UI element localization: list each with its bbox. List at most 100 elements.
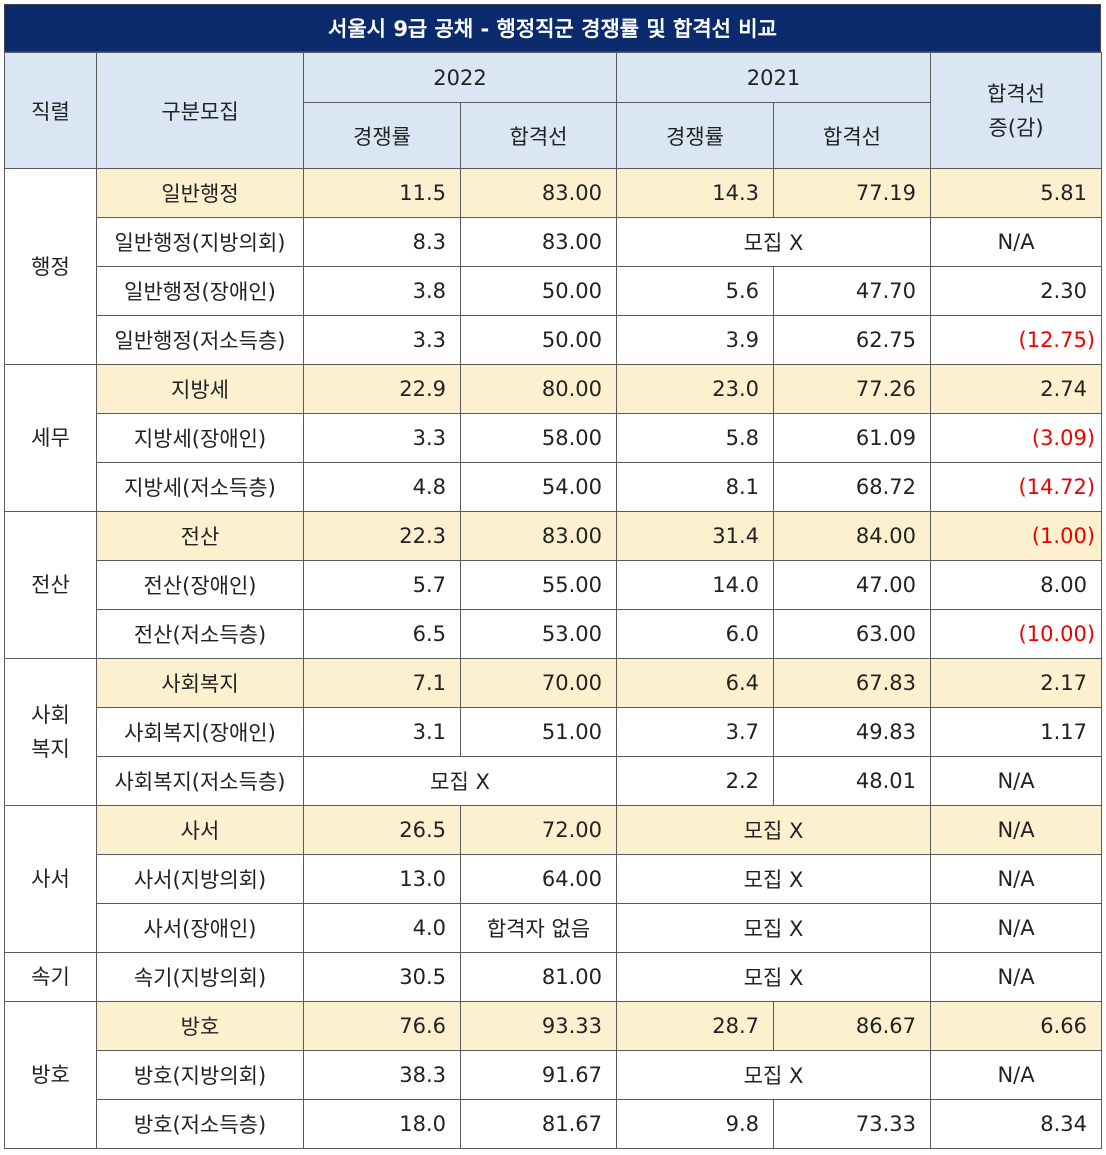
not-recruited-2021: 모집 X: [616, 952, 932, 1002]
not-recruited-2021: 모집 X: [616, 903, 932, 953]
cutoff-2021: 61.09: [773, 413, 932, 463]
not-recruited-2021: 모집 X: [616, 1050, 932, 1100]
table-row: 사회복지(장애인) 3.1 51.00 3.7 49.83 1.17: [5, 707, 1103, 757]
table-row: 사회 복지 사회복지 7.1 70.00 6.4 67.83 2.17: [4, 658, 1103, 806]
cutoff-2022: 81.67: [459, 1099, 618, 1149]
subcategory-cell: 사서: [96, 805, 304, 855]
table-row: 지방세(저소득층) 4.8 54.00 8.1 68.72 (14.72): [5, 462, 1103, 512]
not-recruited-2022: 모집 X: [302, 756, 618, 806]
table-row: 방호 방호 76.6 93.33 28.7 86.67 6.66: [4, 1001, 1103, 1149]
subcategory-cell: 사서(장애인): [96, 903, 304, 953]
table-body: 행정 일반행정 11.5 83.00 14.3 77.19 5.81 일반행정(지방의회) 8.…: [4, 168, 1103, 1149]
subcategory-cell: 전산(장애인): [96, 560, 304, 610]
subcategory-cell: 전산: [96, 511, 304, 561]
not-recruited-2021: 모집 X: [616, 217, 932, 267]
comp-rate-2022: 5.7: [303, 560, 461, 610]
cutoff-change: 6.66: [930, 1001, 1103, 1051]
cutoff-2022: 83.00: [459, 511, 618, 561]
cutoff-2022: 81.00: [459, 952, 618, 1002]
cutoff-2022: 83.00: [459, 217, 618, 267]
cutoff-change: N/A: [930, 903, 1103, 953]
table-row: 일반행정(저소득층) 3.3 50.00 3.9 62.75 (12.75): [5, 315, 1103, 365]
cutoff-change: 1.17: [930, 707, 1103, 757]
cutoff-2021: 68.72: [773, 462, 932, 512]
cutoff-2022: 54.00: [459, 462, 618, 512]
subcategory-cell: 지방세: [96, 364, 304, 414]
cutoff-2021: 47.00: [773, 560, 932, 610]
comparison-table: 직렬 구분모집 2022 2021 합격선 증(감) 경쟁률 합격선 경쟁률 합격…: [4, 52, 1103, 1149]
cutoff-2022: 72.00: [459, 805, 618, 855]
subcategory-cell: 사회복지(장애인): [96, 707, 304, 757]
category-cell: 전산: [4, 511, 97, 659]
header-cutoff-2022: 합격선: [459, 102, 618, 169]
subcategory-cell: 속기(지방의회): [96, 952, 304, 1002]
subcategory-cell: 전산(저소득층): [96, 609, 304, 659]
comp-rate-2022: 4.0: [303, 903, 461, 953]
cutoff-2021: 86.67: [773, 1001, 932, 1051]
cutoff-change: 8.34: [930, 1099, 1103, 1149]
subcategory-cell: 사회복지(저소득층): [96, 756, 304, 806]
comp-rate-2021: 28.7: [616, 1001, 775, 1051]
comp-rate-2022: 13.0: [303, 854, 461, 904]
cutoff-change: N/A: [930, 1050, 1103, 1100]
comp-rate-2022: 8.3: [303, 217, 461, 267]
header-comp-2021: 경쟁률: [616, 102, 775, 169]
comp-rate-2022: 7.1: [303, 658, 461, 708]
comp-rate-2022: 18.0: [303, 1099, 461, 1149]
subcategory-cell: 지방세(장애인): [96, 413, 304, 463]
comp-rate-2021: 6.4: [616, 658, 775, 708]
table-row: 방호(저소득층) 18.0 81.67 9.8 73.33 8.34: [5, 1099, 1103, 1149]
table-row: 사회복지(저소득층) 모집 X 2.2 48.01 N/A: [5, 756, 1103, 806]
subcategory-cell: 방호(저소득층): [96, 1099, 304, 1149]
cutoff-change: 2.17: [930, 658, 1103, 708]
header-year-2022: 2022: [302, 52, 618, 103]
cutoff-2021: 77.19: [773, 168, 932, 218]
subcategory-cell: 일반행정: [96, 168, 304, 218]
table-row: 전산(저소득층) 6.5 53.00 6.0 63.00 (10.00): [5, 609, 1103, 659]
header-cutoff-change: 합격선 증(감): [930, 52, 1103, 169]
table-row: 속기 속기(지방의회) 30.5 81.00 모집 X N/A: [4, 952, 1103, 1002]
cutoff-2021: 67.83: [773, 658, 932, 708]
table-row: 전산(장애인) 5.7 55.00 14.0 47.00 8.00: [5, 560, 1103, 610]
comp-rate-2021: 2.2: [616, 756, 775, 806]
subcategory-cell: 지방세(저소득층): [96, 462, 304, 512]
table-row: 방호(지방의회) 38.3 91.67 모집 X N/A: [5, 1050, 1103, 1100]
table-row: 행정 일반행정 11.5 83.00 14.3 77.19 5.81: [4, 168, 1103, 365]
cutoff-2022: 70.00: [459, 658, 618, 708]
comp-rate-2022: 3.8: [303, 266, 461, 316]
comp-rate-2022: 4.8: [303, 462, 461, 512]
table-row: 지방세(장애인) 3.3 58.00 5.8 61.09 (3.09): [5, 413, 1103, 463]
subcategory-cell: 방호(지방의회): [96, 1050, 304, 1100]
cutoff-change: 2.74: [930, 364, 1103, 414]
category-cell: 행정: [4, 168, 97, 365]
cutoff-2021: 63.00: [773, 609, 932, 659]
table-row: 세무 지방세 22.9 80.00 23.0 77.26 2.74: [4, 364, 1103, 512]
header-gubun: 구분모집: [96, 52, 304, 169]
cutoff-change: 8.00: [930, 560, 1103, 610]
comparison-table-container: 서울시 9급 공채 - 행정직군 경쟁률 및 합격선 비교 직렬 구분모집 20…: [4, 4, 1103, 1149]
comp-rate-2021: 6.0: [616, 609, 775, 659]
category-cell: 사회 복지: [4, 658, 97, 806]
subcategory-cell: 일반행정(지방의회): [96, 217, 304, 267]
table-row: 사서 사서 26.5 72.00 모집 X N/A: [4, 805, 1103, 953]
comp-rate-2021: 14.0: [616, 560, 775, 610]
cutoff-2022: 53.00: [459, 609, 618, 659]
comp-rate-2022: 3.3: [303, 315, 461, 365]
category-cell: 사서: [4, 805, 97, 953]
cutoff-change: N/A: [930, 217, 1103, 267]
category-cell: 세무: [4, 364, 97, 512]
category-cell: 속기: [4, 952, 97, 1002]
comp-rate-2021: 3.7: [616, 707, 775, 757]
cutoff-2022: 50.00: [459, 266, 618, 316]
comp-rate-2021: 31.4: [616, 511, 775, 561]
comp-rate-2021: 5.6: [616, 266, 775, 316]
table-row: 전산 전산 22.3 83.00 31.4 84.00 (1.00): [4, 511, 1103, 659]
cutoff-2021: 73.33: [773, 1099, 932, 1149]
cutoff-change: (10.00): [930, 609, 1103, 659]
header-year-2021: 2021: [616, 52, 932, 103]
cutoff-change: 2.30: [930, 266, 1103, 316]
cutoff-2021: 77.26: [773, 364, 932, 414]
table-title: 서울시 9급 공채 - 행정직군 경쟁률 및 합격선 비교: [4, 4, 1101, 52]
comp-rate-2021: 14.3: [616, 168, 775, 218]
cutoff-change: (1.00): [930, 511, 1103, 561]
